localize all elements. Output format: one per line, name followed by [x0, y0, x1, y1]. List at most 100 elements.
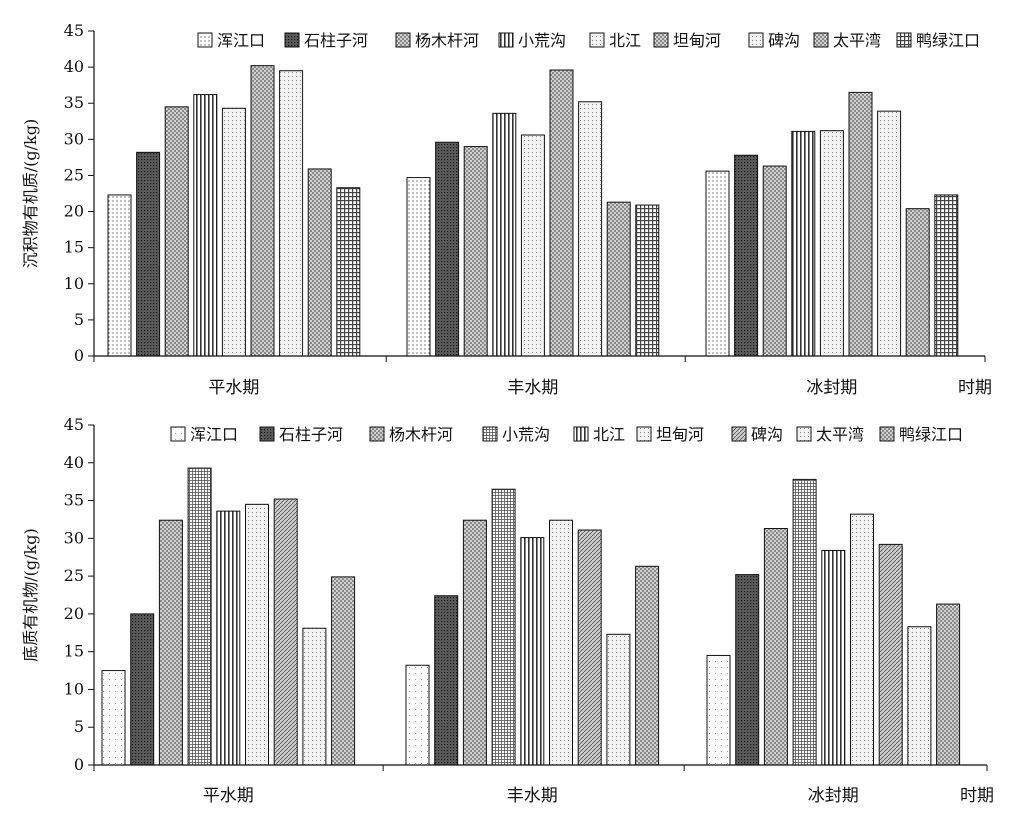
bar-2-s8-c3: [907, 626, 932, 766]
y-tick-label: 35: [64, 491, 84, 510]
bar-2-s7-c2: [577, 529, 602, 766]
y-tick-label: 40: [64, 453, 84, 472]
legend-label: 坦甸河: [673, 31, 721, 50]
legend-swatch: [197, 32, 213, 48]
legend-label: 坦甸河: [656, 425, 704, 444]
category-label: 平水期: [208, 378, 259, 398]
bar-2-s4-c1: [187, 467, 212, 766]
y-axis-title: 沉积物有机质/(g/kg): [21, 119, 40, 268]
bar-1-s4-c3: [791, 130, 816, 357]
y-tick-label: 0: [74, 755, 84, 774]
bar-1-s2-c2: [435, 141, 460, 357]
legend-label: 北江: [609, 31, 641, 50]
bar-2-s6-c1: [245, 503, 269, 766]
bar-1-s7-c2: [578, 101, 603, 357]
legend-swatch: [653, 32, 669, 48]
legend-label: 石柱子河: [304, 31, 368, 50]
legend-label: 太平湾: [833, 31, 881, 50]
legend-label: 杨木杆河: [389, 425, 453, 444]
y-tick-label: 25: [64, 165, 84, 184]
legend-swatch: [482, 426, 498, 442]
y-axis-title: 底质有机物/(g/kg): [21, 528, 40, 661]
bar-2-s5-c3: [821, 549, 846, 766]
bar-1-s5-c1: [221, 107, 246, 357]
bar-1-s6-c3: [848, 91, 873, 357]
legend-label: 鸭绿江口: [916, 31, 980, 50]
chart-panel-bottom: 0 5 10 15 20 25 30 35 40 45 平水期 丰水期 冰封期 时期 底质有机物/(g/kg…: [21, 415, 994, 806]
legend-swatch: [395, 32, 411, 48]
bar-1-s2-c1: [136, 151, 161, 357]
y-tick-label: 15: [64, 238, 84, 257]
legend-swatch: [813, 32, 829, 48]
y-tick-label: 10: [64, 274, 84, 293]
legend-swatch: [896, 32, 912, 48]
legend-label: 碑沟: [751, 425, 783, 444]
bar-1-s9-c2: [635, 204, 660, 357]
bar-2-s2-c1: [130, 613, 155, 766]
bar-1-s4-c1: [193, 94, 218, 357]
bar-2-s9-c2: [635, 565, 660, 766]
y-tick-label: 5: [74, 310, 84, 329]
legend-label: 杨木杆河: [415, 31, 479, 50]
y-tick-label: 45: [64, 21, 84, 40]
y-tick-label: 10: [64, 679, 84, 698]
bar-1-s6-c2: [549, 69, 574, 357]
legend-swatch: [284, 32, 300, 48]
x-axis-title: 时期: [960, 786, 994, 806]
bar-1-s8-c1: [307, 168, 332, 357]
category-label: 冰封期: [808, 786, 859, 806]
legend-label: 石柱子河: [279, 425, 343, 444]
bar-1-s9-c3: [934, 194, 959, 357]
legend-swatch: [636, 426, 652, 442]
legend-swatch: [796, 426, 812, 442]
bar-2-s1-c2: [405, 664, 430, 766]
legend-label: 小荒沟: [502, 425, 550, 444]
y-tick-label: 20: [64, 604, 84, 623]
bar-1-s5-c2: [520, 134, 545, 357]
bar-1-s1-c2: [406, 177, 431, 357]
bar-1-s1-c1: [107, 194, 132, 357]
bar-2-s9-c3: [936, 603, 961, 766]
bar-1-s3-c3: [762, 165, 787, 357]
bar-1-s8-c3: [905, 208, 930, 357]
bar-2-s8-c2: [606, 633, 631, 766]
legend-swatch: [259, 426, 275, 442]
bar-2-s1-c1: [101, 670, 126, 766]
bar-1-s3-c1: [164, 106, 189, 357]
bar-1-s9-c1: [336, 187, 361, 357]
category-label: 冰封期: [806, 378, 857, 398]
bar-2-s2-c3: [735, 574, 760, 766]
bar-1-s5-c3: [819, 130, 844, 357]
x-axis-title: 时期: [958, 378, 992, 398]
bar-1-s6-c1: [250, 65, 275, 357]
y-tick-label: 30: [64, 528, 84, 547]
legend-label: 鸭绿江口: [899, 425, 963, 444]
bar-1-s7-c1: [279, 70, 304, 357]
category-label: 丰水期: [507, 786, 558, 806]
legend-swatch: [731, 426, 747, 442]
y-tick-label: 15: [64, 642, 84, 661]
legend-label: 小荒沟: [518, 31, 566, 50]
y-tick-label: 5: [74, 717, 84, 736]
chart-panel-top: 0 5 10 15 20 25 30 35 40 45 平水期 丰水期 冰封期 时期 沉积物有机质/(g/k…: [21, 21, 992, 398]
category-label: 平水期: [203, 786, 254, 806]
bar-2-s7-c1: [273, 498, 298, 766]
bar-2-s9-c1: [331, 576, 356, 766]
bar-2-s4-c3: [792, 478, 817, 766]
bar-1-s7-c3: [877, 110, 902, 357]
legend-swatch: [369, 426, 385, 442]
category-label: 丰水期: [507, 378, 558, 398]
bar-2-s3-c3: [763, 528, 788, 766]
bar-2-s3-c2: [462, 519, 487, 766]
y-tick-label: 20: [64, 202, 84, 221]
legend-swatch: [748, 32, 764, 48]
bar-1-s2-c3: [734, 154, 759, 357]
bar-1-s3-c2: [463, 146, 488, 357]
legend-swatch: [170, 426, 186, 442]
bar-1-s1-c3: [705, 170, 730, 357]
bar-2-s6-c2: [549, 519, 573, 766]
bar-2-s2-c2: [434, 595, 459, 766]
legend-swatch: [589, 32, 605, 48]
y-tick-label: 25: [64, 566, 84, 585]
